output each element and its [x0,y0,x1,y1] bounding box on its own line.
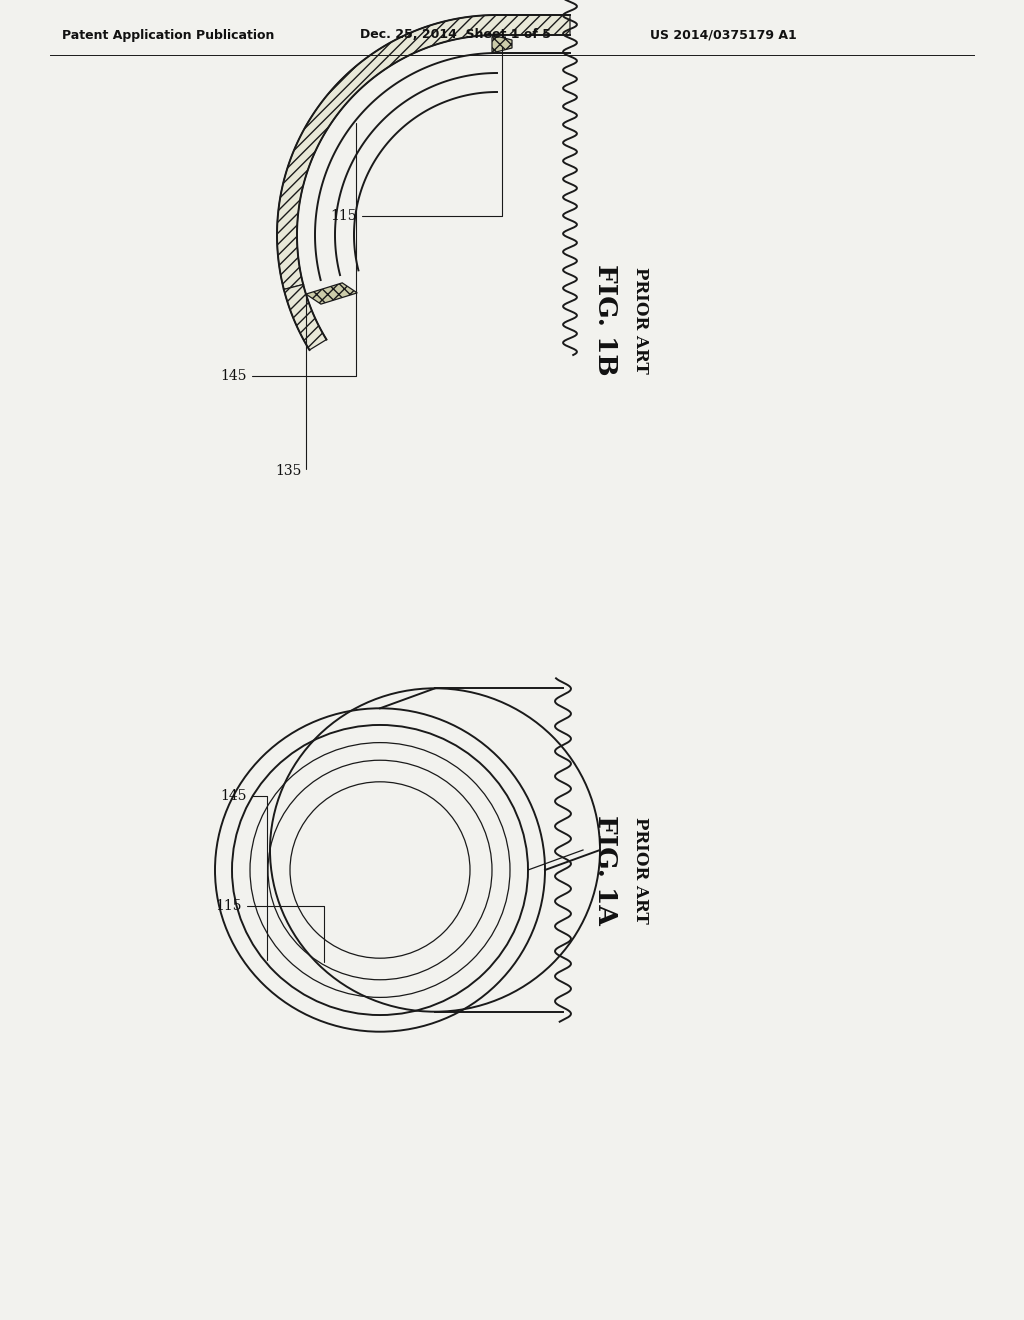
Polygon shape [306,282,357,304]
Text: 145: 145 [220,123,356,383]
Text: 115: 115 [215,899,324,962]
Text: 115: 115 [330,46,502,223]
Polygon shape [284,285,327,350]
Text: Patent Application Publication: Patent Application Publication [62,29,274,41]
Text: FIG. 1A: FIG. 1A [593,814,617,925]
Text: US 2014/0375179 A1: US 2014/0375179 A1 [650,29,797,41]
Text: Dec. 25, 2014  Sheet 1 of 5: Dec. 25, 2014 Sheet 1 of 5 [360,29,551,41]
Text: PRIOR ART: PRIOR ART [632,817,648,924]
Text: FIG. 1B: FIG. 1B [593,264,617,376]
Text: PRIOR ART: PRIOR ART [632,267,648,374]
Text: 135: 135 [275,297,306,478]
Polygon shape [278,15,570,289]
Polygon shape [492,36,512,53]
Text: 145: 145 [220,789,266,961]
